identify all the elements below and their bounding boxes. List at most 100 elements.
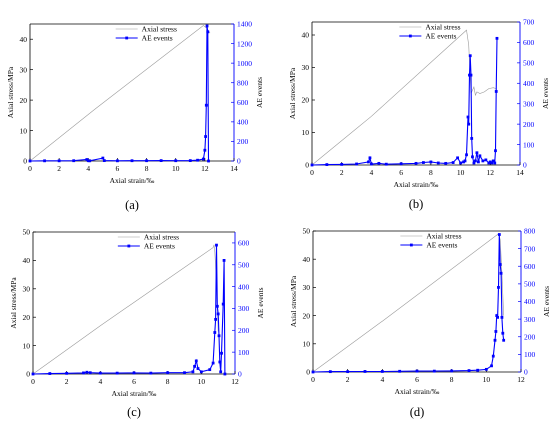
x-axis-title: Axial strain/‰ bbox=[110, 176, 155, 185]
ae-events-point bbox=[57, 159, 61, 163]
x-tick-label: 10 bbox=[172, 164, 180, 173]
ae-events-point bbox=[462, 160, 465, 164]
ae-events-point bbox=[191, 370, 195, 374]
legend-label-axial-stress: Axial stress bbox=[425, 23, 460, 32]
ae-events-line bbox=[29, 25, 210, 162]
y-left-tick-label: 30 bbox=[303, 283, 311, 292]
x-tick-label: 8 bbox=[145, 164, 149, 173]
ae-events-point bbox=[495, 36, 499, 40]
ae-events-point bbox=[466, 115, 470, 119]
ae-events-point bbox=[490, 161, 494, 165]
y-right-tick-label: 600 bbox=[524, 262, 536, 271]
ae-events-point bbox=[183, 371, 186, 375]
y-right-tick-label: 100 bbox=[524, 350, 536, 359]
x-tick-label: 2 bbox=[346, 375, 350, 384]
ae-events-point bbox=[188, 159, 192, 163]
y-right-tick-label: 0 bbox=[238, 370, 242, 379]
chart-panel-4: 0 2 4 6 8 10 120102030405001002003004005006007… bbox=[289, 227, 550, 419]
x-tick-label: 12 bbox=[201, 164, 209, 173]
ae-events-point bbox=[384, 162, 388, 166]
x-tick-label: 10 bbox=[198, 377, 206, 386]
y-left-tick-label: 20 bbox=[23, 313, 31, 322]
ae-events-point bbox=[490, 364, 493, 368]
chart-panel-2: 0 2 4 6 8 10 12 1401020304001002003004005006007… bbox=[288, 18, 550, 211]
ae-events-point bbox=[166, 371, 170, 375]
ae-events-point bbox=[310, 163, 314, 167]
ae-events-point bbox=[217, 334, 221, 338]
ae-events-point bbox=[432, 369, 436, 373]
ae-events-point bbox=[502, 338, 506, 342]
y-right-tick-label: 600 bbox=[237, 98, 249, 107]
ae-events-point bbox=[206, 30, 210, 34]
ae-events-point bbox=[207, 159, 210, 163]
x-tick-label: 4 bbox=[380, 375, 384, 384]
axial-stress-line bbox=[32, 244, 219, 375]
ae-events-point bbox=[101, 156, 105, 160]
ae-events-point bbox=[450, 369, 454, 373]
ae-events-point bbox=[355, 162, 358, 166]
ae-events-point bbox=[82, 371, 85, 375]
legend-marker-ae-events bbox=[125, 36, 129, 40]
ae-events-point bbox=[222, 259, 226, 262]
ae-events-point bbox=[194, 359, 198, 363]
ae-events-point bbox=[196, 158, 199, 162]
ae-events-point bbox=[363, 370, 367, 373]
ae-events-point bbox=[467, 122, 471, 126]
y-left-tick-label: 40 bbox=[23, 256, 31, 265]
x-tick-label: 10 bbox=[457, 168, 465, 177]
y-left-axis-title: Axial stress/MPa bbox=[6, 66, 15, 118]
ae-events-point bbox=[468, 54, 472, 58]
ae-events-point bbox=[436, 161, 440, 165]
ae-events-point bbox=[149, 371, 153, 375]
ae-events-point bbox=[475, 151, 479, 155]
ae-events-point bbox=[208, 368, 212, 372]
ae-events-point bbox=[496, 315, 499, 319]
ae-events-point bbox=[223, 372, 227, 376]
y-right-tick-label: 1400 bbox=[237, 20, 252, 29]
ae-events-point bbox=[463, 159, 467, 163]
ae-events-point bbox=[159, 159, 163, 163]
y-right-tick-label: 500 bbox=[524, 280, 536, 289]
x-tick-label: 6 bbox=[415, 375, 419, 384]
x-tick-label: 12 bbox=[487, 168, 495, 177]
ae-events-point bbox=[218, 360, 222, 364]
chart-panel-3: 0 2 4 6 8 10 12010203040500100200300400500600A… bbox=[9, 228, 265, 419]
y-left-tick-label: 50 bbox=[303, 227, 311, 236]
x-tick-label: 6 bbox=[116, 164, 120, 173]
y-right-axis-title: AE events bbox=[255, 77, 264, 108]
axial-stress-line bbox=[312, 233, 504, 373]
y-left-tick-label: 30 bbox=[23, 285, 31, 294]
y-right-tick-label: 0 bbox=[524, 368, 528, 377]
legend-label-axial-stress: Axial stress bbox=[426, 232, 461, 241]
x-tick-label: 12 bbox=[231, 377, 239, 386]
ae-events-point bbox=[145, 159, 148, 163]
ae-events-point bbox=[494, 90, 498, 93]
ae-events-point bbox=[202, 157, 205, 161]
x-tick-label: 2 bbox=[57, 164, 61, 173]
ae-events-point bbox=[494, 149, 497, 153]
ae-events-point bbox=[193, 364, 196, 368]
ae-events-point bbox=[487, 161, 491, 165]
y-right-tick-label: 500 bbox=[523, 59, 535, 68]
panel-label: (d) bbox=[410, 405, 425, 419]
y-right-tick-label: 400 bbox=[237, 118, 249, 127]
ae-events-point bbox=[205, 24, 209, 28]
legend-label-ae-events: AE events bbox=[426, 241, 457, 250]
ae-events-point bbox=[85, 158, 89, 161]
ae-events-point bbox=[98, 371, 102, 375]
ae-events-point bbox=[414, 161, 418, 165]
ae-events-point bbox=[221, 302, 225, 306]
ae-events-point bbox=[481, 159, 485, 163]
ae-events-point bbox=[204, 135, 207, 138]
ae-events-point bbox=[211, 361, 215, 365]
y-right-tick-label: 0 bbox=[523, 161, 527, 170]
y-right-tick-label: 100 bbox=[238, 348, 250, 357]
legend-label-ae-events: AE events bbox=[144, 242, 175, 251]
y-right-tick-label: 300 bbox=[524, 315, 536, 324]
y-right-tick-label: 500 bbox=[238, 260, 250, 269]
ae-events-point bbox=[493, 338, 497, 342]
ae-events-point bbox=[415, 369, 419, 373]
y-right-tick-label: 300 bbox=[523, 99, 535, 108]
x-tick-label: 4 bbox=[370, 168, 374, 177]
ae-events-point bbox=[495, 314, 499, 317]
